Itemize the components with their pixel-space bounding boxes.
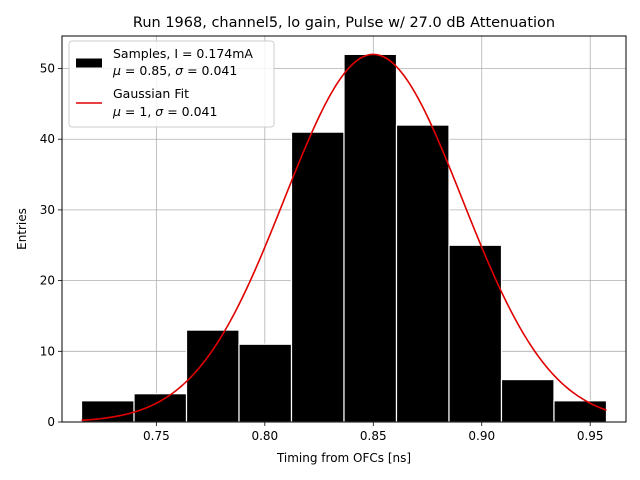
gaussian-fit <box>81 53 607 422</box>
y-tick-label: 30 <box>40 203 55 217</box>
y-tick-label: 10 <box>40 344 55 358</box>
x-tick-label: 0.95 <box>577 429 604 443</box>
histogram-bar <box>553 400 608 423</box>
histogram-bar <box>185 329 240 423</box>
legend-stats: μ = 1, σ = 0.041 <box>112 104 217 119</box>
chart-title: Run 1968, channel5, lo gain, Pulse w/ 27… <box>133 15 555 31</box>
histogram-bar <box>448 244 503 423</box>
gaussian-fit-curve <box>81 53 607 422</box>
histogram-bar <box>395 124 450 423</box>
y-tick-label: 40 <box>40 132 55 146</box>
histogram-bar <box>238 343 293 423</box>
y-tick-label: 50 <box>40 62 55 76</box>
x-tick-label: 0.80 <box>251 429 278 443</box>
legend: Samples, I = 0.174mA μ = 0.85, σ = 0.041 G… <box>68 40 275 128</box>
histogram-bar <box>500 378 555 423</box>
legend-stats: μ = 0.85, σ = 0.041 <box>112 63 237 78</box>
x-tick-label: 0.90 <box>468 429 495 443</box>
x-axis-label: Timing from OFCs [ns] <box>276 451 411 465</box>
legend-marker-samples <box>76 58 102 68</box>
legend-label: Gaussian Fit <box>113 86 189 101</box>
histogram-bars <box>80 53 608 423</box>
x-tick-label: 0.85 <box>360 429 387 443</box>
legend-label: Samples, I = 0.174mA <box>113 46 253 61</box>
y-axis-label: Entries <box>15 208 29 250</box>
histogram-bar <box>343 53 398 423</box>
y-tick-label: 20 <box>40 274 55 288</box>
x-tick-label: 0.75 <box>143 429 170 443</box>
histogram-bar <box>80 400 135 423</box>
plot-frame <box>61 35 627 423</box>
histogram-bar <box>133 393 188 423</box>
y-tick-label: 0 <box>47 415 55 429</box>
histogram-bar <box>290 131 345 423</box>
axis-ticks: 0.75 0.80 0.85 0.90 0.95 0 10 20 30 40 50 <box>40 62 604 443</box>
legend-box <box>68 40 275 128</box>
